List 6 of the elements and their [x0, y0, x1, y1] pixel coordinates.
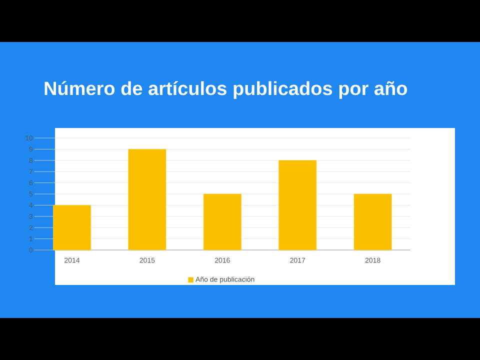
bar	[53, 205, 91, 250]
bar	[203, 194, 242, 250]
chart-title: Número de artículos publicados por año	[44, 81, 408, 99]
bar	[278, 160, 317, 250]
bar	[128, 149, 166, 250]
bar	[354, 194, 392, 250]
